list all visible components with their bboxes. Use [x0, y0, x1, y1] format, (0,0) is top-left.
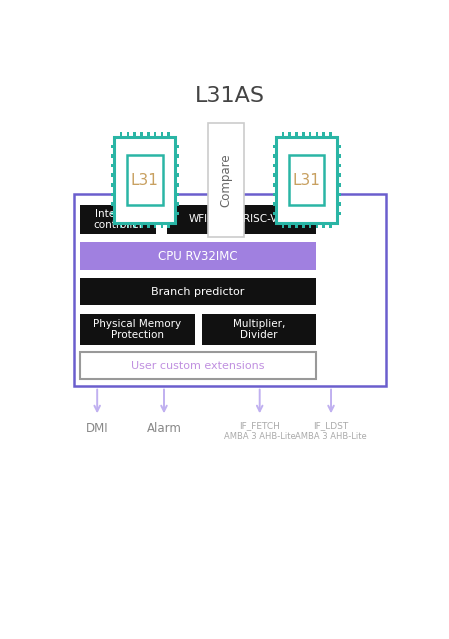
Bar	[167, 223, 170, 228]
Bar	[111, 183, 114, 187]
FancyBboxPatch shape	[289, 155, 324, 205]
Bar	[161, 132, 163, 137]
Bar	[111, 154, 114, 158]
Bar	[273, 164, 276, 167]
Bar	[273, 183, 276, 187]
Bar	[337, 212, 341, 215]
FancyBboxPatch shape	[80, 314, 194, 345]
Bar	[154, 132, 156, 137]
Bar	[111, 212, 114, 215]
Bar	[111, 202, 114, 206]
Bar	[127, 223, 129, 228]
Text: Physical Memory
Protection: Physical Memory Protection	[93, 319, 181, 341]
Bar	[337, 154, 341, 158]
Bar	[288, 132, 291, 137]
Bar	[161, 223, 163, 228]
Text: User custom extensions: User custom extensions	[132, 361, 265, 371]
Bar	[295, 132, 298, 137]
Text: Alarm: Alarm	[146, 422, 181, 435]
Bar	[111, 173, 114, 177]
Bar	[175, 202, 179, 206]
Bar	[133, 223, 136, 228]
Text: L31: L31	[293, 173, 321, 187]
Bar	[154, 223, 156, 228]
Text: L31AS: L31AS	[195, 86, 265, 106]
Bar	[133, 132, 136, 137]
FancyBboxPatch shape	[202, 314, 317, 345]
FancyBboxPatch shape	[74, 194, 386, 386]
Bar	[140, 223, 143, 228]
FancyBboxPatch shape	[127, 155, 163, 205]
Bar	[337, 183, 341, 187]
Bar	[322, 132, 325, 137]
Text: L31: L31	[131, 173, 159, 187]
Bar	[273, 212, 276, 215]
Text: CPU RV32IMC: CPU RV32IMC	[158, 249, 238, 263]
Text: DMI: DMI	[86, 422, 109, 435]
Text: AMBA 3 AHB-Lite: AMBA 3 AHB-Lite	[295, 433, 367, 442]
Bar	[309, 223, 311, 228]
Bar	[322, 223, 325, 228]
Bar	[282, 132, 284, 137]
FancyBboxPatch shape	[208, 123, 244, 236]
Text: RISC-V debug: RISC-V debug	[243, 214, 313, 224]
FancyBboxPatch shape	[80, 242, 317, 270]
Bar	[302, 132, 304, 137]
Text: Multiplier,
Divider: Multiplier, Divider	[233, 319, 285, 341]
Text: AMBA 3 AHB-Lite: AMBA 3 AHB-Lite	[224, 433, 295, 442]
Bar	[167, 132, 170, 137]
Bar	[111, 192, 114, 196]
Bar	[337, 192, 341, 196]
Text: Compare: Compare	[220, 153, 233, 207]
Text: IF_LDST: IF_LDST	[313, 421, 349, 430]
FancyBboxPatch shape	[276, 137, 337, 223]
Bar	[329, 132, 332, 137]
FancyBboxPatch shape	[80, 204, 156, 234]
Bar	[175, 183, 179, 187]
Bar	[175, 154, 179, 158]
Bar	[175, 173, 179, 177]
FancyBboxPatch shape	[80, 352, 317, 380]
Bar	[337, 202, 341, 206]
FancyBboxPatch shape	[167, 204, 229, 234]
Bar	[127, 132, 129, 137]
Text: Branch predictor: Branch predictor	[151, 287, 245, 297]
Bar	[329, 223, 332, 228]
Bar	[147, 132, 150, 137]
Bar	[316, 132, 318, 137]
Bar	[273, 173, 276, 177]
Bar	[273, 202, 276, 206]
Text: Interrupt
controller: Interrupt controller	[93, 208, 143, 230]
Bar	[302, 223, 304, 228]
Bar	[111, 164, 114, 167]
Bar	[147, 223, 150, 228]
Bar	[175, 164, 179, 167]
Bar	[273, 192, 276, 196]
Bar	[288, 223, 291, 228]
Bar	[282, 223, 284, 228]
Bar	[273, 154, 276, 158]
Bar	[175, 212, 179, 215]
FancyBboxPatch shape	[114, 137, 175, 223]
Bar	[309, 132, 311, 137]
Bar	[295, 223, 298, 228]
FancyBboxPatch shape	[240, 204, 317, 234]
Bar	[175, 192, 179, 196]
Bar	[120, 223, 123, 228]
Bar	[175, 144, 179, 148]
Bar	[337, 173, 341, 177]
Text: IF_FETCH: IF_FETCH	[239, 421, 280, 430]
Text: WFI: WFI	[189, 214, 207, 224]
Bar	[140, 132, 143, 137]
Bar	[337, 164, 341, 167]
FancyBboxPatch shape	[80, 279, 317, 305]
Bar	[120, 132, 123, 137]
Bar	[337, 144, 341, 148]
Bar	[316, 223, 318, 228]
Bar	[111, 144, 114, 148]
Bar	[273, 144, 276, 148]
